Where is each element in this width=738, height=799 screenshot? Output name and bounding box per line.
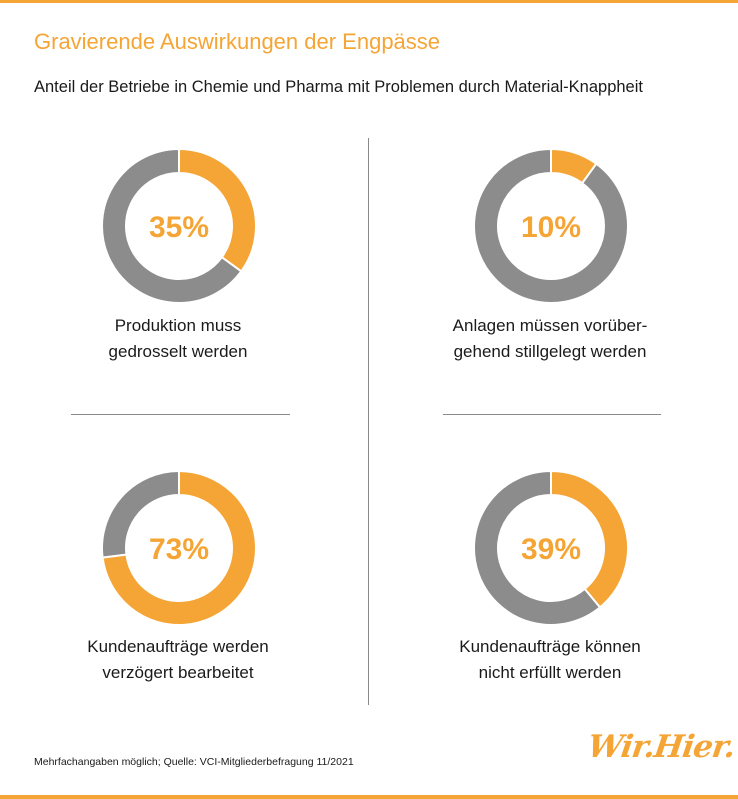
donut-caption-orders-unfulfilled: Kundenaufträge können nicht erfüllt werd… bbox=[400, 634, 700, 686]
donut-percent-label: 39% bbox=[521, 533, 581, 566]
caption-line: verzögert bearbeitet bbox=[102, 663, 254, 682]
donut-caption-production-throttled: Produktion muss gedrosselt werden bbox=[28, 313, 328, 365]
donut-remainder-segment bbox=[101, 147, 243, 304]
donut-chart-orders-unfulfilled: 39% bbox=[473, 469, 629, 626]
caption-line: Produktion muss bbox=[114, 316, 242, 335]
donut-remainder-segment bbox=[473, 469, 602, 626]
donut-chart-orders-delayed: 73% bbox=[101, 469, 257, 626]
donut-value-segment bbox=[178, 147, 257, 273]
brand-logo: Wir.Hier. bbox=[585, 729, 737, 765]
caption-line: Kundenaufträge können bbox=[459, 637, 641, 656]
caption-line: Anlagen müssen vorüber- bbox=[452, 316, 648, 335]
caption-line: gehend stillgelegt werden bbox=[453, 342, 647, 361]
donut-percent-label: 73% bbox=[149, 533, 209, 566]
caption-line: nicht erfüllt werden bbox=[478, 663, 622, 682]
donut-percent-label: 10% bbox=[521, 211, 581, 244]
vertical-divider bbox=[368, 138, 369, 705]
donut-remainder-segment bbox=[473, 147, 629, 304]
donut-caption-orders-delayed: Kundenaufträge werden verzögert bearbeit… bbox=[28, 634, 328, 686]
top-accent-rule bbox=[0, 0, 738, 3]
caption-line: Kundenaufträge werden bbox=[87, 637, 269, 656]
page-subtitle: Anteil der Betriebe in Chemie und Pharma… bbox=[34, 78, 643, 96]
donut-value-segment bbox=[101, 469, 257, 626]
bottom-accent-rule bbox=[0, 795, 738, 799]
donut-chart-production-throttled: 35% bbox=[101, 147, 257, 304]
donut-value-segment bbox=[550, 469, 629, 609]
donut-value-segment bbox=[550, 147, 598, 185]
page-title: Gravierende Auswirkungen der Engpässe bbox=[34, 29, 441, 54]
horizontal-divider-right bbox=[443, 414, 661, 415]
donut-percent-label: 35% bbox=[149, 211, 209, 244]
horizontal-divider-left bbox=[71, 414, 290, 415]
source-footnote: Mehrfachangaben möglich; Quelle: VCI-Mit… bbox=[34, 756, 354, 768]
donut-chart-plants-shut-down: 10% bbox=[473, 147, 629, 304]
donut-caption-plants-shut-down: Anlagen müssen vorüber- gehend stillgele… bbox=[400, 313, 700, 365]
caption-line: gedrosselt werden bbox=[108, 342, 248, 361]
